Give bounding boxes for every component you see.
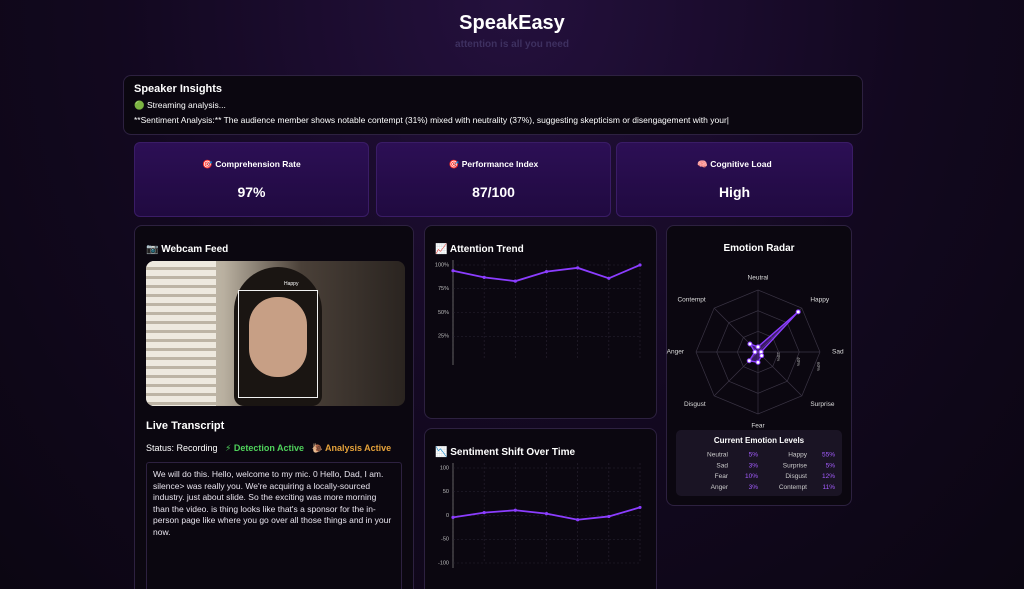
app-title: SpeakEasy <box>459 12 565 34</box>
metric-label: 🎯 Performance Index <box>448 159 539 169</box>
transcript-status-row: Status: Recording ⚡ Detection Active 🐌 A… <box>146 442 402 454</box>
face-box <box>238 290 318 398</box>
metric-label: 🎯 Comprehension Rate <box>202 159 301 169</box>
levels-panel: Current Emotion Levels <box>676 430 842 496</box>
webcam-panel: 📷 Webcam Feed Happy Live Transcript Stat… <box>134 225 414 589</box>
detection-status: ⚡ Detection Active <box>225 443 305 453</box>
insights-status: 🟢 Streaming analysis... <box>134 100 226 110</box>
blinds <box>146 261 216 406</box>
attention-panel: 📈 Attention Trend <box>424 225 657 419</box>
metric-label: 🧠 Cognitive Load <box>697 159 772 169</box>
attention-title: 📈 Attention Trend <box>435 244 524 255</box>
levels-title: Current Emotion Levels <box>713 436 805 445</box>
insights-text: **Sentiment Analysis:** The audience mem… <box>134 115 729 125</box>
metric-card: 🎯 Performance Index 87/100 <box>376 142 611 217</box>
insights-title: Speaker Insights <box>134 83 223 95</box>
webcam-feed: Happy <box>146 261 405 406</box>
radar-title: Emotion Radar <box>723 243 795 254</box>
metric-value: High <box>718 184 751 200</box>
analysis-status: 🐌 Analysis Active <box>311 443 392 453</box>
metric-value: 97% <box>237 184 266 200</box>
sentiment-title: 📉 Sentiment Shift Over Time <box>435 447 576 458</box>
sentiment-panel: 📉 Sentiment Shift Over Time <box>424 428 657 589</box>
webcam-title: 📷 Webcam Feed <box>146 244 229 255</box>
metric-card: 🎯 Comprehension Rate 97% <box>134 142 369 217</box>
insights-panel: Speaker Insights 🟢 Streaming analysis...… <box>123 75 863 135</box>
metric-card: 🧠 Cognitive Load High <box>616 142 853 217</box>
metric-value: 87/100 <box>472 184 515 200</box>
transcript-text: We will do this. Hello, welcome to my mi… <box>146 462 402 589</box>
recording-status: Status: Recording <box>146 443 218 453</box>
transcript-title: Live Transcript <box>146 420 225 432</box>
app-subtitle: attention is all you need <box>455 39 569 50</box>
face <box>249 297 307 377</box>
face-label: Happy <box>284 281 299 287</box>
